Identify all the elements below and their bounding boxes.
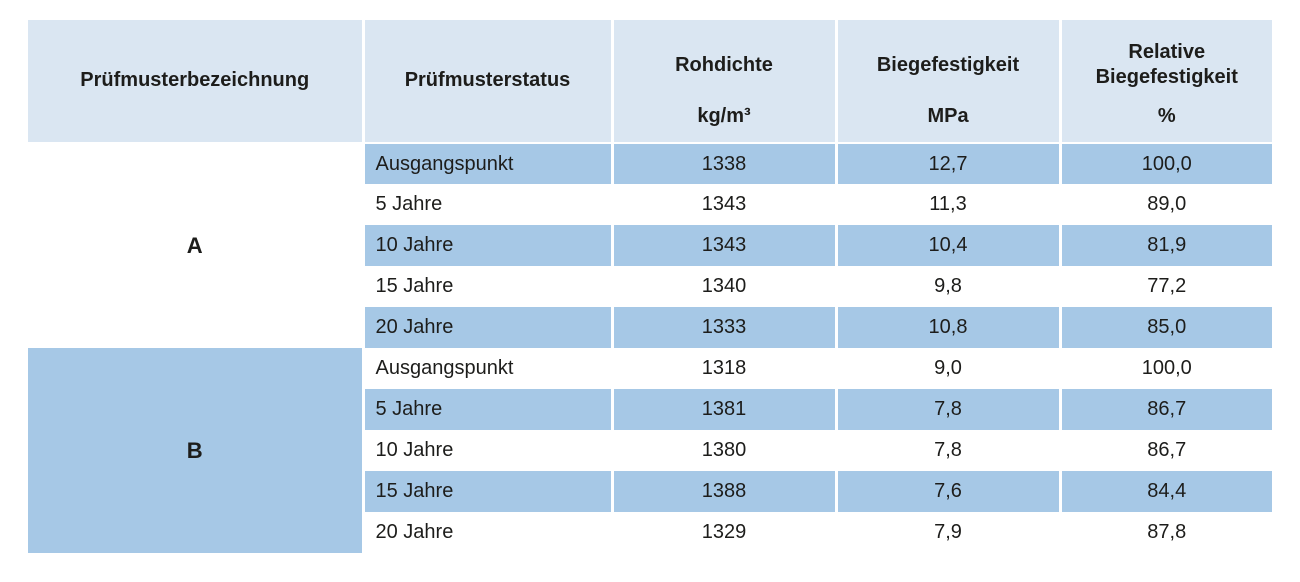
- strength-cell: 7,6: [834, 471, 1060, 512]
- table-row: B Ausgangspunkt 1318 9,0 100,0: [28, 348, 1272, 553]
- table-row: A Ausgangspunkt 1338 12,7 100,0: [28, 143, 1272, 348]
- status-cell: 20 Jahre: [361, 307, 612, 348]
- column-unit: kg/m³: [697, 105, 751, 127]
- table-row: 20 Jahre 1329 7,9 87,8: [28, 512, 1272, 553]
- header-cell-inner: Biegefestigkeit MPa: [848, 30, 1049, 130]
- table-row: 15 Jahre 1388 7,6 84,4: [28, 471, 1272, 512]
- relative-strength-cell: 85,0: [1058, 307, 1272, 348]
- header-cell-inner: Rohdichte kg/m³: [624, 30, 825, 130]
- relative-strength-cell: 84,4: [1058, 471, 1272, 512]
- status-cell: Ausgangspunkt: [361, 143, 612, 184]
- column-header-pruefmusterbezeichnung: Prüfmusterbezeichnung: [28, 20, 363, 144]
- column-label: Relative Biegefestigkeit: [1095, 41, 1238, 88]
- strength-cell: 7,9: [834, 512, 1060, 553]
- density-cell: 1388: [610, 471, 836, 512]
- header-row: Prüfmusterbezeichnung Prüfmusterstatus R…: [28, 20, 1272, 144]
- strength-cell: 9,0: [834, 348, 1060, 389]
- group-cell-b: B: [28, 348, 363, 553]
- relative-strength-cell: 100,0: [1058, 348, 1272, 389]
- density-cell: 1333: [610, 307, 836, 348]
- column-header-biegefestigkeit: Biegefestigkeit MPa: [834, 20, 1060, 144]
- status-cell: 20 Jahre: [361, 512, 612, 553]
- strength-cell: 7,8: [834, 430, 1060, 471]
- status-cell: 5 Jahre: [361, 184, 612, 225]
- status-cell: 10 Jahre: [361, 430, 612, 471]
- column-label: Rohdichte: [675, 53, 773, 76]
- status-cell: Ausgangspunkt: [361, 348, 612, 389]
- relative-strength-cell: 100,0: [1058, 143, 1272, 184]
- relative-strength-cell: 86,7: [1058, 389, 1272, 430]
- column-header-rohdichte: Rohdichte kg/m³: [610, 20, 836, 144]
- column-label: Prüfmusterstatus: [404, 68, 571, 91]
- column-unit: MPa: [927, 105, 969, 127]
- relative-strength-cell: 81,9: [1058, 225, 1272, 266]
- density-cell: 1338: [610, 143, 836, 184]
- table-row: 15 Jahre 1340 9,8 77,2: [28, 266, 1272, 307]
- density-cell: 1340: [610, 266, 836, 307]
- relative-strength-cell: 86,7: [1058, 430, 1272, 471]
- density-cell: 1380: [610, 430, 836, 471]
- status-cell: 15 Jahre: [361, 266, 612, 307]
- density-cell: 1381: [610, 389, 836, 430]
- density-cell: 1329: [610, 512, 836, 553]
- table-row: 10 Jahre 1380 7,8 86,7: [28, 430, 1272, 471]
- status-cell: 10 Jahre: [361, 225, 612, 266]
- relative-strength-cell: 87,8: [1058, 512, 1272, 553]
- column-header-pruefmusterstatus: Prüfmusterstatus: [361, 20, 612, 144]
- strength-cell: 10,8: [834, 307, 1060, 348]
- status-cell: 5 Jahre: [361, 389, 612, 430]
- relative-strength-cell: 89,0: [1058, 184, 1272, 225]
- column-label: Prüfmusterbezeichnung: [80, 68, 310, 91]
- table-row: 5 Jahre 1381 7,8 86,7: [28, 389, 1272, 430]
- table-row: 10 Jahre 1343 10,4 81,9: [28, 225, 1272, 266]
- strength-cell: 7,8: [834, 389, 1060, 430]
- strength-cell: 12,7: [834, 143, 1060, 184]
- status-cell: 15 Jahre: [361, 471, 612, 512]
- table-row: 20 Jahre 1333 10,8 85,0: [28, 307, 1272, 348]
- column-unit: %: [1157, 105, 1176, 127]
- header-cell-inner: Relative Biegefestigkeit %: [1072, 30, 1263, 130]
- strength-cell: 9,8: [834, 266, 1060, 307]
- strength-cell: 10,4: [834, 225, 1060, 266]
- group-cell-a: A: [28, 143, 363, 348]
- header-cell-inner: Prüfmusterstatus: [375, 30, 601, 130]
- strength-cell: 11,3: [834, 184, 1060, 225]
- density-cell: 1343: [610, 184, 836, 225]
- table-row: 5 Jahre 1343 11,3 89,0: [28, 184, 1272, 225]
- column-label: Biegefestigkeit: [876, 53, 1020, 76]
- header-cell-inner: Prüfmusterbezeichnung: [38, 30, 352, 130]
- column-header-relative-biegefestigkeit: Relative Biegefestigkeit %: [1058, 20, 1272, 144]
- density-cell: 1318: [610, 348, 836, 389]
- relative-strength-cell: 77,2: [1058, 266, 1272, 307]
- test-results-table: Prüfmusterbezeichnung Prüfmusterstatus R…: [28, 20, 1272, 553]
- density-cell: 1343: [610, 225, 836, 266]
